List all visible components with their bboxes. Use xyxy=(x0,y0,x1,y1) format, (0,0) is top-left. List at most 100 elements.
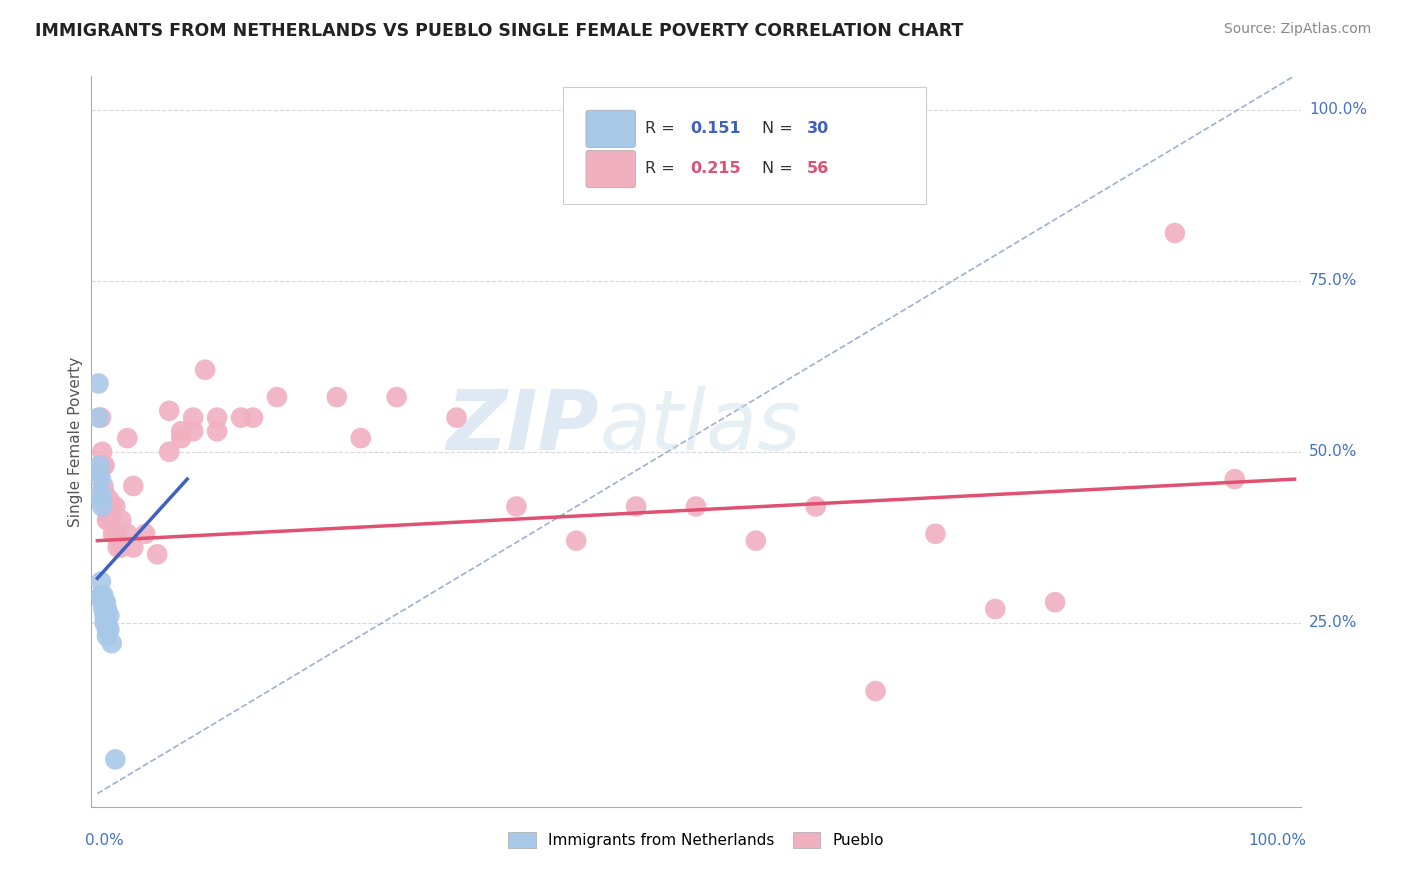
Point xyxy=(385,390,408,404)
Point xyxy=(1164,226,1187,240)
Point xyxy=(93,608,115,623)
Point xyxy=(181,410,204,425)
Point xyxy=(117,526,139,541)
Point xyxy=(110,513,132,527)
Text: 100.0%: 100.0% xyxy=(1309,103,1367,118)
Point xyxy=(96,513,118,527)
Point xyxy=(205,410,228,425)
Point xyxy=(104,500,127,514)
Point xyxy=(94,492,117,507)
Point xyxy=(924,526,946,541)
Point xyxy=(565,533,588,548)
Point xyxy=(100,513,122,527)
Point xyxy=(107,541,129,555)
Point xyxy=(94,608,117,623)
Point xyxy=(446,410,468,425)
Point xyxy=(97,513,120,527)
Point xyxy=(100,500,122,514)
Text: 50.0%: 50.0% xyxy=(1309,444,1357,459)
Text: 0.151: 0.151 xyxy=(690,121,741,136)
Text: 100.0%: 100.0% xyxy=(1249,833,1306,848)
Point xyxy=(93,602,115,616)
Point xyxy=(745,533,768,548)
FancyBboxPatch shape xyxy=(586,111,636,147)
Text: atlas: atlas xyxy=(599,386,801,467)
Text: 30: 30 xyxy=(807,121,830,136)
Point xyxy=(98,492,121,507)
Point xyxy=(91,444,114,458)
Point xyxy=(101,526,124,541)
Point xyxy=(624,500,647,514)
Point xyxy=(242,410,264,425)
Point xyxy=(1043,595,1066,609)
Point xyxy=(350,431,373,445)
Point xyxy=(122,541,145,555)
Point xyxy=(96,602,118,616)
Point xyxy=(96,629,118,643)
Text: 56: 56 xyxy=(807,161,830,177)
Text: 0.215: 0.215 xyxy=(690,161,741,177)
Text: N =: N = xyxy=(762,161,799,177)
Text: Source: ZipAtlas.com: Source: ZipAtlas.com xyxy=(1223,22,1371,37)
Text: 75.0%: 75.0% xyxy=(1309,273,1357,288)
Text: R =: R = xyxy=(645,121,681,136)
Point xyxy=(98,608,121,623)
Point xyxy=(170,425,193,439)
Text: 0.0%: 0.0% xyxy=(86,833,124,848)
Point xyxy=(90,485,112,500)
Point xyxy=(89,465,111,479)
Point xyxy=(100,513,122,527)
Text: ZIP: ZIP xyxy=(447,386,599,467)
Point xyxy=(91,500,114,514)
Point xyxy=(93,595,115,609)
Point xyxy=(104,526,127,541)
Point xyxy=(1223,472,1246,486)
Point xyxy=(117,431,139,445)
Point xyxy=(865,684,887,698)
Point xyxy=(804,500,827,514)
Point xyxy=(96,615,118,630)
Point xyxy=(100,636,122,650)
Point xyxy=(122,479,145,493)
Point xyxy=(90,574,112,589)
Point xyxy=(170,431,193,445)
Point xyxy=(93,615,115,630)
FancyBboxPatch shape xyxy=(586,151,636,187)
Point xyxy=(93,479,115,493)
Point xyxy=(98,623,121,637)
Point xyxy=(505,500,527,514)
Point xyxy=(685,500,707,514)
Point xyxy=(87,410,110,425)
Text: IMMIGRANTS FROM NETHERLANDS VS PUEBLO SINGLE FEMALE POVERTY CORRELATION CHART: IMMIGRANTS FROM NETHERLANDS VS PUEBLO SI… xyxy=(35,22,963,40)
Point xyxy=(94,500,117,514)
Point xyxy=(93,458,115,473)
Legend: Immigrants from Netherlands, Pueblo: Immigrants from Netherlands, Pueblo xyxy=(502,826,890,855)
Point xyxy=(146,547,169,561)
Point xyxy=(93,458,115,473)
FancyBboxPatch shape xyxy=(562,87,925,204)
Point xyxy=(984,602,1007,616)
Point xyxy=(90,588,112,602)
Point xyxy=(205,425,228,439)
Point xyxy=(89,458,111,473)
Point xyxy=(91,588,114,602)
Point xyxy=(181,425,204,439)
Point xyxy=(157,444,180,458)
Point xyxy=(93,602,115,616)
Point xyxy=(157,404,180,418)
Point xyxy=(90,472,112,486)
Point xyxy=(194,363,217,377)
Point xyxy=(90,410,112,425)
Point xyxy=(87,376,110,391)
Point xyxy=(90,492,112,507)
Text: 25.0%: 25.0% xyxy=(1309,615,1357,630)
Point xyxy=(91,492,114,507)
Text: N =: N = xyxy=(762,121,799,136)
Point xyxy=(229,410,252,425)
Point xyxy=(98,506,121,520)
Point xyxy=(94,595,117,609)
Point xyxy=(110,541,132,555)
Point xyxy=(93,588,115,602)
Point xyxy=(326,390,349,404)
Point xyxy=(266,390,288,404)
